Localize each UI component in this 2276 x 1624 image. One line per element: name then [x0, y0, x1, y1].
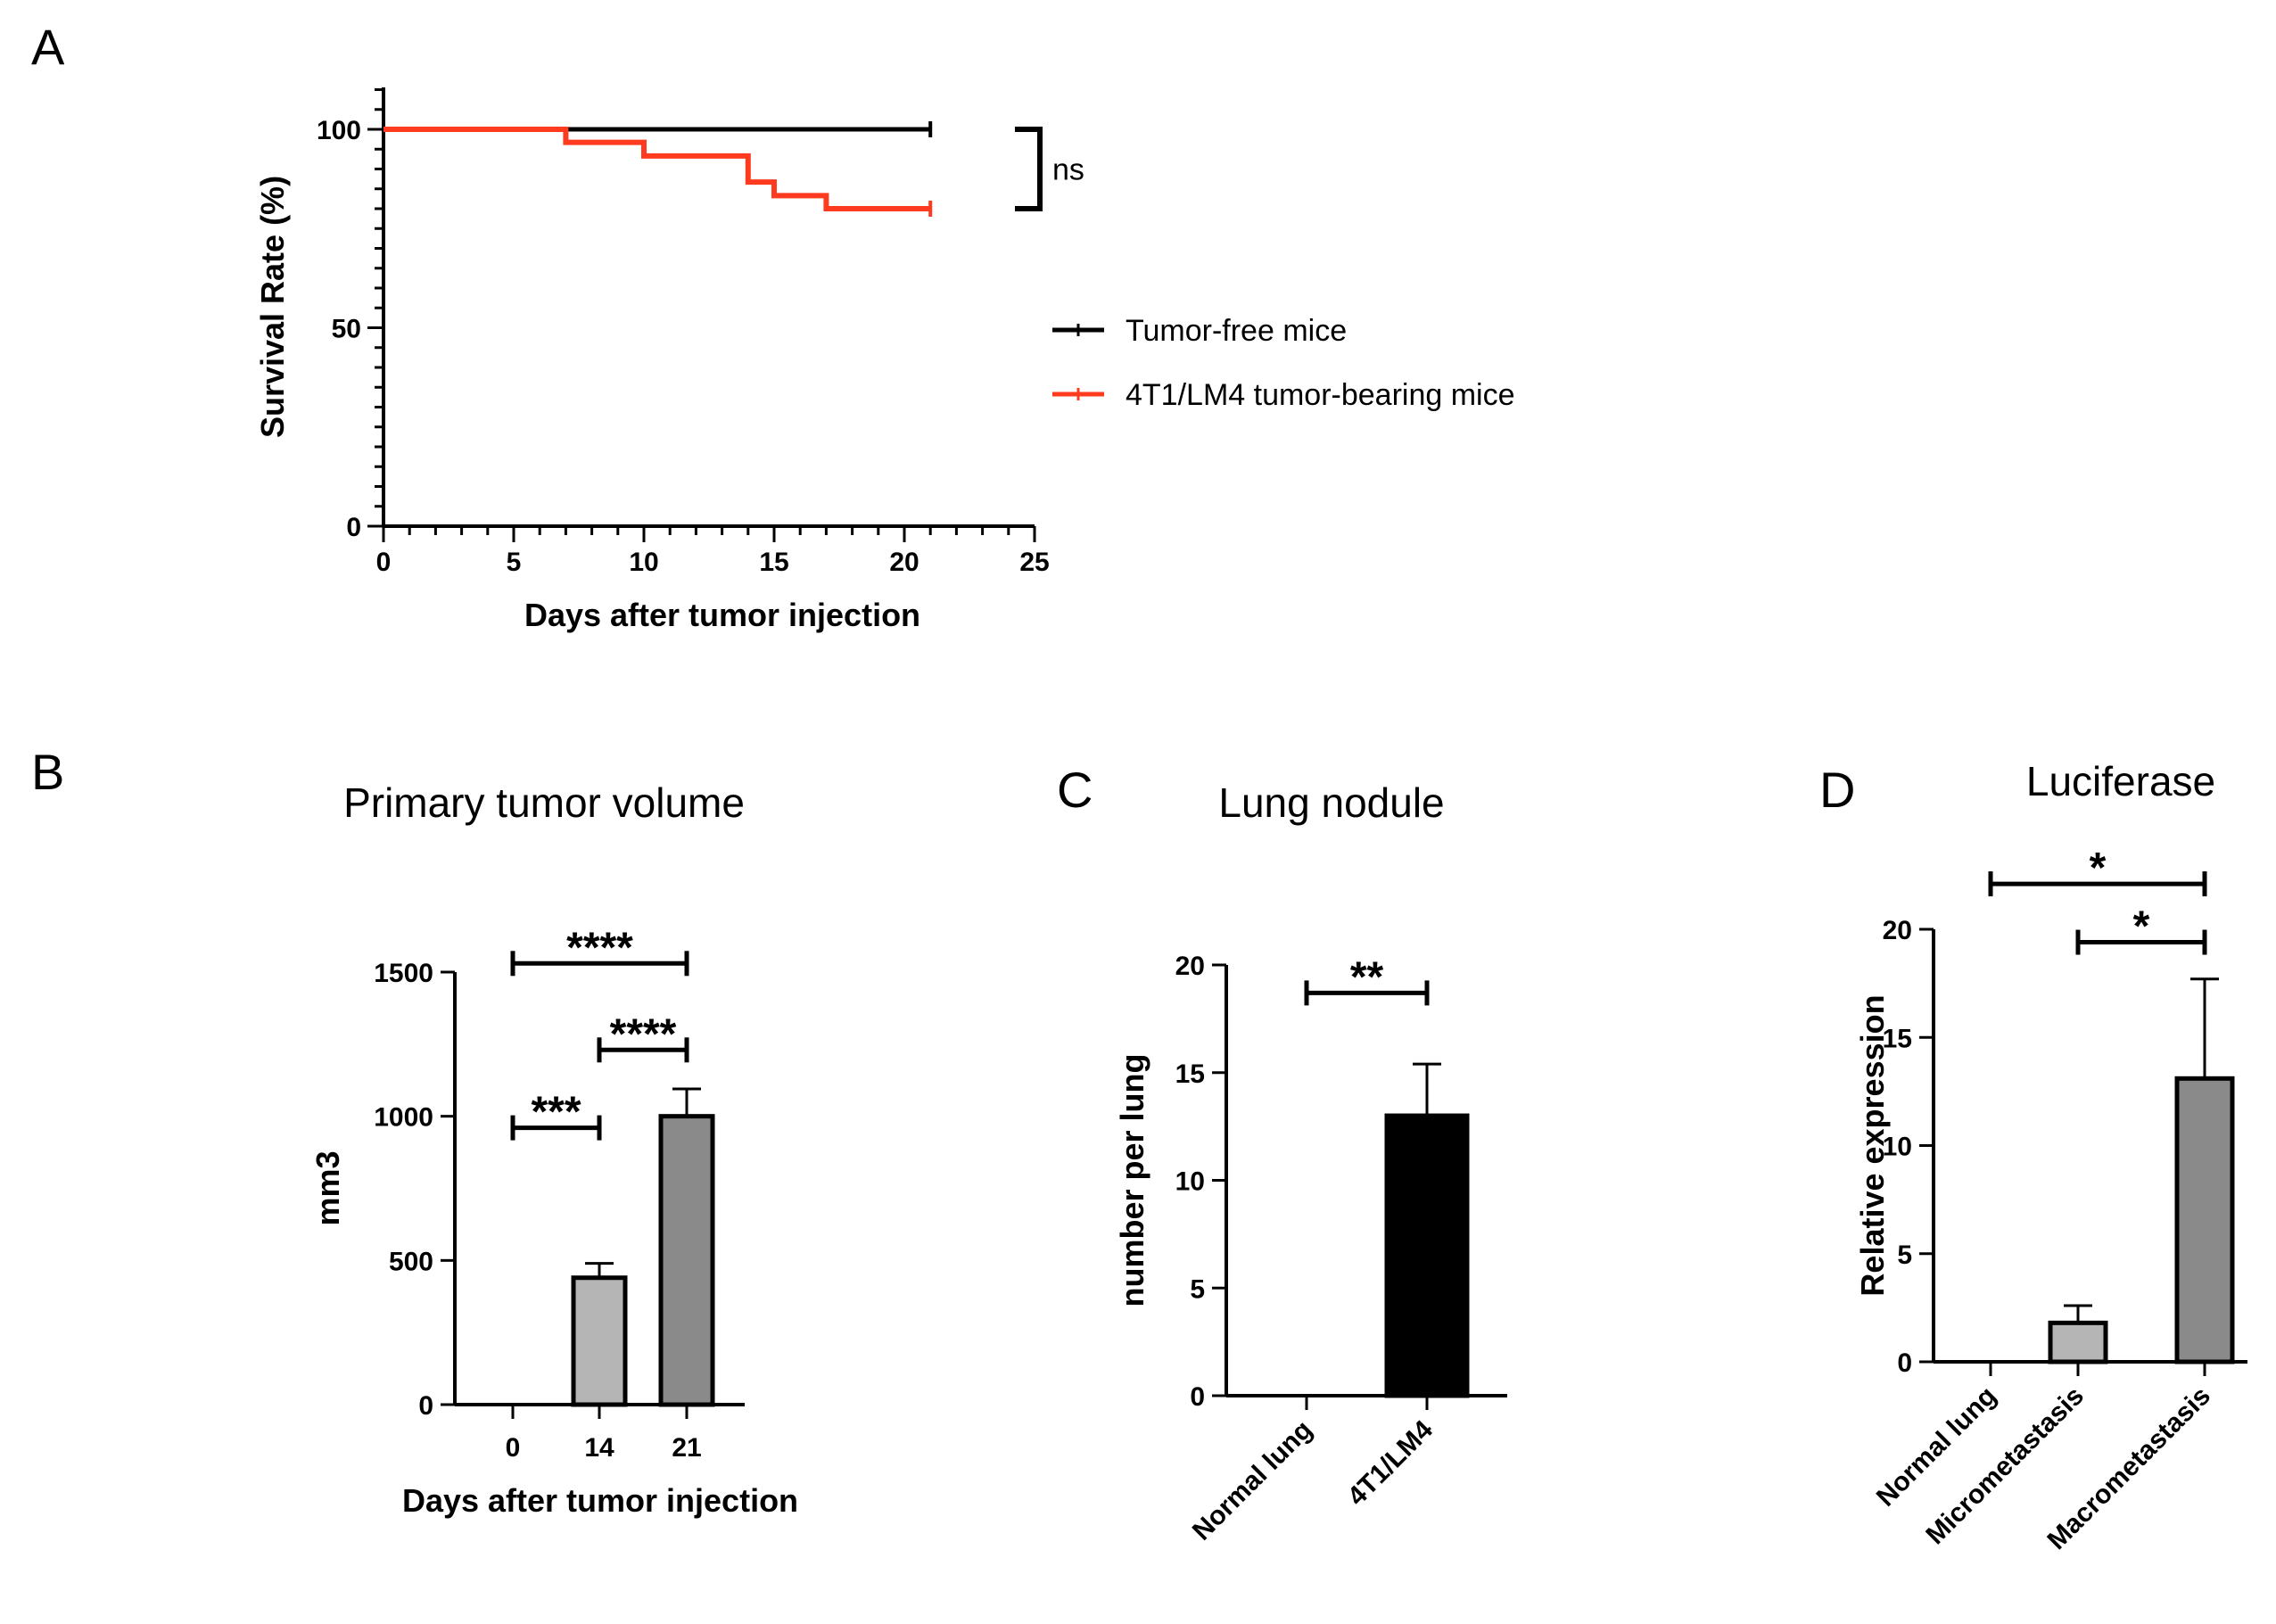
x-tick-label-0: 0 [506, 1433, 521, 1463]
significance-label: ** [1350, 953, 1384, 1001]
chart-title: Primary tumor volume [343, 779, 745, 826]
significance-bracket [1015, 127, 1043, 211]
x-tick-label: 20 [889, 548, 919, 577]
x-tick-label: 10 [629, 548, 658, 577]
y-tick-label: 0 [1897, 1348, 1912, 1378]
y-tick-label: 500 [389, 1247, 433, 1276]
y-axis-label: number per lung [1114, 1053, 1150, 1307]
bar-micrometastasis [2048, 1320, 2108, 1364]
x-tick-label: 15 [759, 548, 788, 577]
y-tick-label: 20 [1883, 916, 1912, 945]
y-tick-label: 10 [1883, 1133, 1912, 1162]
y-tick-label: 0 [418, 1391, 433, 1421]
significance-label: **** [566, 924, 633, 971]
y-tick-label: 15 [1175, 1059, 1205, 1089]
panel-label-a-group: A [31, 19, 65, 75]
survival-chart: 0 50 100 0 5 10 15 20 25 Days after tumor injecti… [254, 87, 1515, 633]
x-tick-label-normal-lung: Normal lung [1187, 1415, 1318, 1546]
series-line-4t1-lm4-tumor-bearing-mice [383, 127, 931, 211]
panel-label-d-group: D [1819, 762, 1855, 818]
chart-title: Lung nodule [1218, 779, 1444, 826]
significance-label: **** [610, 1010, 677, 1058]
x-tick-label-21: 21 [672, 1433, 701, 1463]
x-tick-label-4t1-lm4: 4T1/LM4 [1342, 1414, 1439, 1511]
x-tick-label: 0 [376, 548, 392, 577]
x-tick-label: 25 [1019, 548, 1049, 577]
legend-label-tumor-free-mice: Tumor-free mice [1126, 314, 1347, 348]
bar-21 [658, 1114, 715, 1407]
y-tick-label: 50 [332, 315, 361, 344]
bar-14 [571, 1275, 628, 1407]
lung-nodule-chart: Lung nodule 0 5 10 15 20 Normal lung 4T1/LM4 num… [1114, 779, 1507, 1546]
significance-label: * [2090, 845, 2107, 892]
y-tick-label: 1000 [374, 1103, 433, 1133]
panel-label-c: C [1057, 762, 1093, 818]
y-axis-label: mm3 [309, 1150, 346, 1225]
y-axis-label: Relative expression [1854, 994, 1891, 1296]
panel-label-c-group: C [1057, 762, 1093, 818]
bar-4t1-lm4 [1384, 1113, 1470, 1398]
panel-label-b-group: B [31, 744, 64, 800]
significance-label: *** [531, 1089, 581, 1136]
panel-label-a: A [31, 19, 65, 75]
x-tick-label-14: 14 [584, 1433, 614, 1463]
panel-label-b: B [31, 744, 64, 800]
tumor-volume-chart: Primary tumor volume 0 500 1000 1500 0 14 21 Day… [309, 779, 798, 1519]
y-tick-label: 0 [1190, 1382, 1205, 1412]
y-tick-label: 20 [1175, 952, 1205, 981]
panel-label-d: D [1819, 762, 1855, 818]
x-axis-label: Days after tumor injection [524, 597, 920, 633]
significance-label: * [2133, 903, 2150, 951]
x-axis-label: Days after tumor injection [402, 1482, 798, 1519]
y-tick-label: 1500 [374, 959, 433, 988]
legend-label-4t1-lm4-tumor-bearing-mice: 4T1/LM4 tumor-bearing mice [1126, 378, 1515, 412]
y-tick-label: 10 [1175, 1167, 1205, 1197]
chart-title: Luciferase [2026, 758, 2215, 804]
y-tick-label: 5 [1190, 1274, 1205, 1304]
y-tick-label: 100 [317, 116, 361, 145]
x-tick-label: 5 [507, 548, 522, 577]
bar-macrometastasis [2174, 1076, 2235, 1364]
significance-label: ns [1052, 153, 1084, 187]
y-tick-label: 15 [1883, 1024, 1912, 1053]
y-tick-label: 5 [1897, 1241, 1912, 1270]
y-tick-label: 0 [346, 513, 361, 542]
y-axis-label: Survival Rate (%) [254, 176, 291, 438]
